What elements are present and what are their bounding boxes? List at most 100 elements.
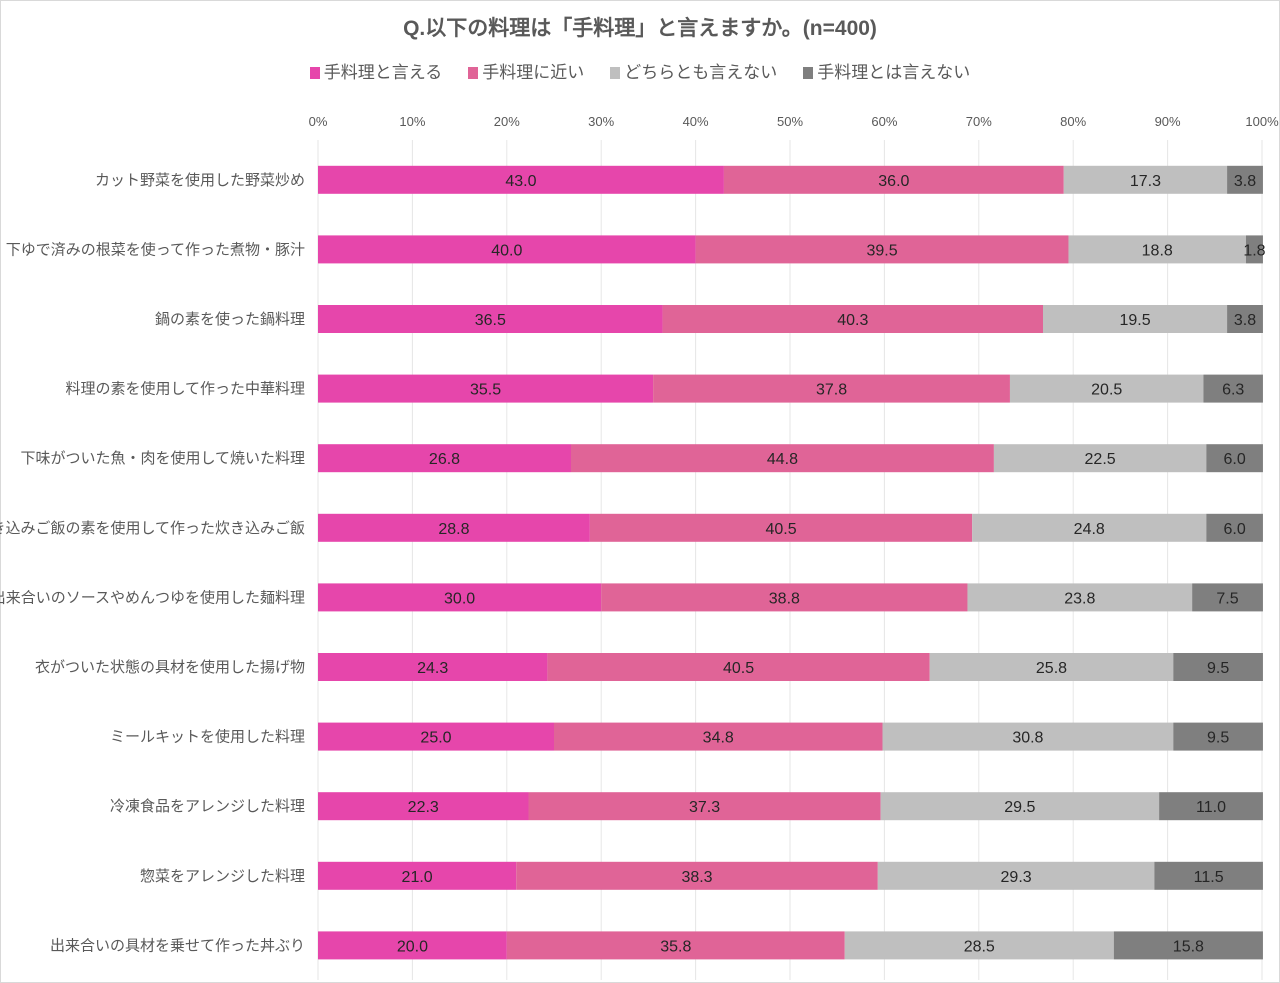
legend: 手料理と言える 手料理に近い どちらとも言えない 手料理とは言えない	[0, 58, 1280, 83]
category-label: 冷凍食品をアレンジした料理	[110, 798, 305, 815]
bar-segment	[547, 653, 930, 681]
category-label: 出来合いのソースやめんつゆを使用した麺料理	[0, 589, 305, 606]
legend-swatch	[610, 66, 621, 79]
data-label: 17.3	[1130, 173, 1161, 190]
data-label: 30.0	[444, 590, 475, 607]
bar-segment	[662, 305, 1043, 333]
bar-segment	[318, 165, 724, 194]
data-label: 29.5	[1004, 799, 1035, 816]
bar-segment	[877, 861, 1155, 890]
category-label: 出来合いの具材を乗せて作った丼ぶり	[50, 937, 305, 954]
category-label: 衣がついた状態の具材を使用した揚げ物	[35, 659, 305, 676]
legend-item: 手料理と言える	[309, 58, 443, 83]
data-label: 22.5	[1085, 451, 1116, 468]
bar-segment	[695, 235, 1069, 264]
data-label: 38.3	[681, 869, 712, 886]
category-label: カット野菜を使用した野菜炒め	[95, 172, 305, 189]
data-label: 40.5	[765, 521, 796, 538]
data-label: 24.8	[1074, 521, 1105, 538]
bar-segment	[882, 722, 1174, 751]
bar-segment	[993, 444, 1207, 473]
data-label: 25.0	[420, 730, 451, 747]
bar-segment	[589, 513, 973, 542]
bar-segment	[723, 165, 1064, 194]
bar-segment	[318, 305, 663, 333]
data-label: 28.8	[438, 521, 469, 538]
bar-segment	[1063, 165, 1228, 194]
data-label: 9.5	[1207, 660, 1229, 677]
category-label: 鍋の素を使った鍋料理	[155, 311, 305, 328]
data-label: 34.8	[703, 730, 734, 747]
data-label: 6.0	[1223, 451, 1245, 468]
bar-segment	[570, 444, 994, 473]
data-label: 11.5	[1194, 869, 1224, 886]
data-label: 22.3	[408, 799, 439, 816]
data-label: 30.8	[1012, 730, 1043, 747]
data-label: 36.0	[878, 173, 909, 190]
category-label: 料理の素を使用して作った中華料理	[65, 381, 305, 398]
data-label: 35.5	[470, 382, 501, 399]
bar-segment	[318, 792, 529, 821]
bar-segment	[1206, 444, 1263, 473]
x-tick-label: 100%	[1245, 114, 1279, 129]
legend-label: どちらとも言えない	[624, 63, 778, 82]
legend-label: 手料理と言える	[323, 63, 443, 82]
data-label: 39.5	[866, 242, 897, 259]
bar-segment	[318, 583, 602, 612]
bar-segment	[506, 931, 845, 960]
bar-segment	[318, 374, 654, 403]
data-label: 15.8	[1173, 938, 1204, 955]
data-label: 44.8	[767, 451, 798, 468]
category-label: ミールキットを使用した料理	[110, 729, 305, 746]
data-label: 19.5	[1119, 312, 1150, 329]
data-label: 37.8	[816, 382, 847, 399]
bar-segment	[1206, 513, 1263, 542]
data-label: 40.5	[723, 660, 754, 677]
data-label: 25.8	[1036, 660, 1067, 677]
data-label: 28.5	[964, 938, 995, 955]
legend-item: どちらとも言えない	[610, 58, 777, 83]
data-label: 20.0	[397, 938, 428, 955]
bar-segment	[318, 235, 696, 264]
bar-segment	[1042, 305, 1228, 333]
x-tick-label: 60%	[871, 114, 897, 129]
data-label: 40.3	[837, 312, 868, 329]
x-tick-label: 40%	[683, 114, 709, 129]
data-label: 6.3	[1222, 382, 1244, 399]
data-label: 26.8	[429, 451, 460, 468]
chart-title: Q.以下の料理は「手料理」と言えますか。(n=400)	[403, 17, 877, 40]
bar-segment	[318, 513, 590, 542]
data-label: 18.8	[1142, 242, 1173, 259]
data-label: 23.8	[1064, 590, 1095, 607]
category-label: 下味がついた魚・肉を使用して焼いた料理	[20, 450, 305, 467]
bar-segment	[528, 792, 881, 821]
bar-segment	[967, 583, 1193, 612]
bar-segment	[1009, 374, 1204, 403]
data-label: 3.8	[1234, 312, 1256, 329]
bar-segment	[1159, 792, 1263, 821]
bar-segment	[1227, 305, 1263, 333]
bar-segment	[1068, 235, 1246, 264]
x-tick-label: 80%	[1060, 114, 1086, 129]
data-label: 7.5	[1216, 590, 1238, 607]
data-label: 40.0	[491, 242, 522, 259]
bar-segment	[1192, 583, 1263, 612]
bar-segment	[844, 931, 1114, 960]
legend-label: 手料理とは言えない	[817, 63, 971, 82]
bar-segment	[1227, 165, 1263, 194]
bar-segment	[318, 931, 507, 960]
bar-segment	[516, 861, 878, 890]
legend-item: 手料理とは言えない	[803, 58, 970, 83]
data-label: 38.8	[769, 590, 800, 607]
data-label: 3.8	[1234, 173, 1256, 190]
category-label: 炊き込みご飯の素を使用して作った炊き込みご飯	[0, 520, 305, 537]
data-label: 29.3	[1001, 869, 1032, 886]
category-label: 惣菜をアレンジした料理	[140, 868, 305, 885]
data-label: 35.8	[660, 938, 691, 955]
data-label: 6.0	[1223, 521, 1245, 538]
data-label: 21.0	[402, 869, 433, 886]
legend-swatch	[309, 66, 320, 79]
data-label: 37.3	[689, 799, 720, 816]
bar-segment	[653, 374, 1010, 403]
